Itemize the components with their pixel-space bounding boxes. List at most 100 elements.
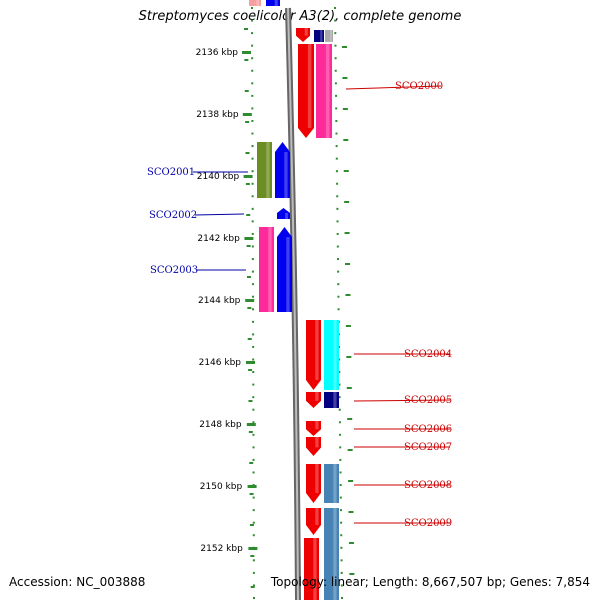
guide-dots-inner-left xyxy=(251,94,254,97)
genome-title: Streptomyces coelicolor A3(2), complete … xyxy=(138,9,462,24)
guide-dots-inner-right xyxy=(340,584,343,587)
gene-label-sco2002: SCO2002 xyxy=(149,210,197,221)
guide-dots-inner-left xyxy=(251,245,254,248)
guide-dots-inner-left xyxy=(252,571,255,574)
backbone-highlight xyxy=(287,7,299,600)
gene-label-sco2008: SCO2008 xyxy=(404,480,452,491)
feature-sco2003-blue xyxy=(277,227,292,312)
guide-dots-inner-right xyxy=(337,308,340,311)
genome-stats-text: Topology: linear; Length: 8,667,507 bp; … xyxy=(270,575,590,589)
minor-tick-left xyxy=(244,28,248,30)
guide-dots-inner-left xyxy=(252,421,255,424)
feature-sco2009-red-shade xyxy=(315,508,319,525)
minor-tick-left xyxy=(249,493,254,495)
minor-tick-right xyxy=(342,77,348,79)
guide-dots-inner-right xyxy=(335,119,338,122)
guide-dots-inner-left xyxy=(251,69,254,72)
guide-dots-inner-right xyxy=(338,396,341,399)
minor-tick-left xyxy=(244,59,249,61)
guide-dots-inner-right xyxy=(338,358,341,361)
guide-dots-inner-left xyxy=(252,496,255,499)
leader-line xyxy=(353,399,451,402)
gene-label-sco2001: SCO2001 xyxy=(147,167,195,178)
guide-dots-inner-right xyxy=(339,471,342,474)
minor-tick-left xyxy=(247,307,252,309)
minor-tick-left xyxy=(245,152,250,154)
feature-sco2008-red-shade xyxy=(315,464,319,493)
minor-tick-right xyxy=(347,449,353,451)
guide-dots-inner-left xyxy=(251,132,254,135)
major-tick xyxy=(248,547,258,550)
feature-sco2004-cyan-shade xyxy=(333,320,337,390)
feature-sco2001-blue-shade xyxy=(284,152,288,198)
feature-sco2001-green-shade xyxy=(266,142,270,198)
minor-tick-left xyxy=(249,524,254,526)
feature-sco2004-red xyxy=(306,320,321,390)
feature-sco2003-blue-shade xyxy=(286,237,290,312)
minor-tick-left xyxy=(247,338,252,340)
tick-label: 2146 kbp xyxy=(199,358,242,368)
guide-dots-inner-left xyxy=(251,32,254,35)
minor-tick-left xyxy=(246,245,251,247)
feature-sco2009-steel-shade xyxy=(333,508,337,600)
gene-label-sco2005: SCO2005 xyxy=(404,395,452,406)
feature-partial-top-left xyxy=(249,0,261,6)
tick-label: 2144 kbp xyxy=(198,296,241,306)
guide-dots-inner-right xyxy=(334,82,337,85)
guide-dots-inner-right xyxy=(335,132,338,135)
guide-dots-inner-left xyxy=(252,509,255,512)
major-tick xyxy=(242,51,251,54)
minor-tick-right xyxy=(343,139,349,141)
gene-label-sco2000: SCO2000 xyxy=(395,81,443,92)
minor-tick-left xyxy=(246,276,251,278)
feature-sco2005-navy-shade xyxy=(333,392,337,408)
guide-dots-inner-right xyxy=(335,157,338,160)
guide-dots-inner-left xyxy=(251,57,254,60)
guide-dots-inner-left xyxy=(251,157,254,160)
gene-label-sco2009: SCO2009 xyxy=(404,518,452,529)
guide-dots-inner-left xyxy=(252,371,255,374)
feature-sco2005-navy xyxy=(324,392,339,408)
guide-dots-inner-left xyxy=(252,308,255,311)
tick-label: 2150 kbp xyxy=(200,482,243,492)
minor-tick-left xyxy=(245,121,250,123)
guide-dots-inner-left xyxy=(252,345,255,348)
guide-dots-inner-right xyxy=(336,232,339,235)
guide-dots-inner-right xyxy=(341,597,343,599)
feature-partial-top-left-shade xyxy=(256,0,260,6)
guide-dots-inner-right xyxy=(340,559,343,562)
guide-dots-inner-right xyxy=(339,458,342,461)
feature-sco2008-steel-shade xyxy=(333,464,337,503)
feature-sco2009-steel xyxy=(324,508,339,600)
minor-tick-right xyxy=(347,418,353,420)
guide-dots-inner-right xyxy=(338,421,341,424)
tick-label: 2142 kbp xyxy=(197,234,240,244)
gene-label-sco2003: SCO2003 xyxy=(150,265,198,276)
minor-tick-right xyxy=(348,480,354,482)
guide-dots-inner-left xyxy=(252,521,255,524)
minor-tick-right xyxy=(349,573,355,575)
feature-sco2005-red xyxy=(306,392,321,408)
feature-next-red xyxy=(304,538,319,600)
feature-sco2001-blue xyxy=(275,142,290,198)
major-tick xyxy=(242,113,252,116)
guide-dots-inner-left xyxy=(251,258,254,261)
feature-sco2009-red xyxy=(306,508,321,535)
feature-sco2002-blue-shade xyxy=(285,212,288,219)
minor-tick-left xyxy=(250,555,255,557)
minor-tick-left xyxy=(248,431,253,433)
feature-sco2006-red xyxy=(306,421,321,436)
guide-dots-inner-right xyxy=(335,94,338,97)
major-tick xyxy=(246,361,255,364)
guide-dots-inner-left xyxy=(252,559,255,562)
guide-dots-inner-left xyxy=(252,471,255,474)
guide-dots-inner-right xyxy=(340,534,343,537)
guide-dots-inner-left xyxy=(252,534,255,537)
feature-sco2005-red-shade xyxy=(315,392,319,401)
feature-partial-top-red-shade xyxy=(304,28,308,36)
minor-tick-left xyxy=(245,183,250,185)
guide-dots-inner-right xyxy=(336,220,339,223)
guide-dots-inner-right xyxy=(338,383,341,386)
guide-dots-inner-left xyxy=(251,283,254,286)
guide-dots-inner-right xyxy=(334,57,337,60)
